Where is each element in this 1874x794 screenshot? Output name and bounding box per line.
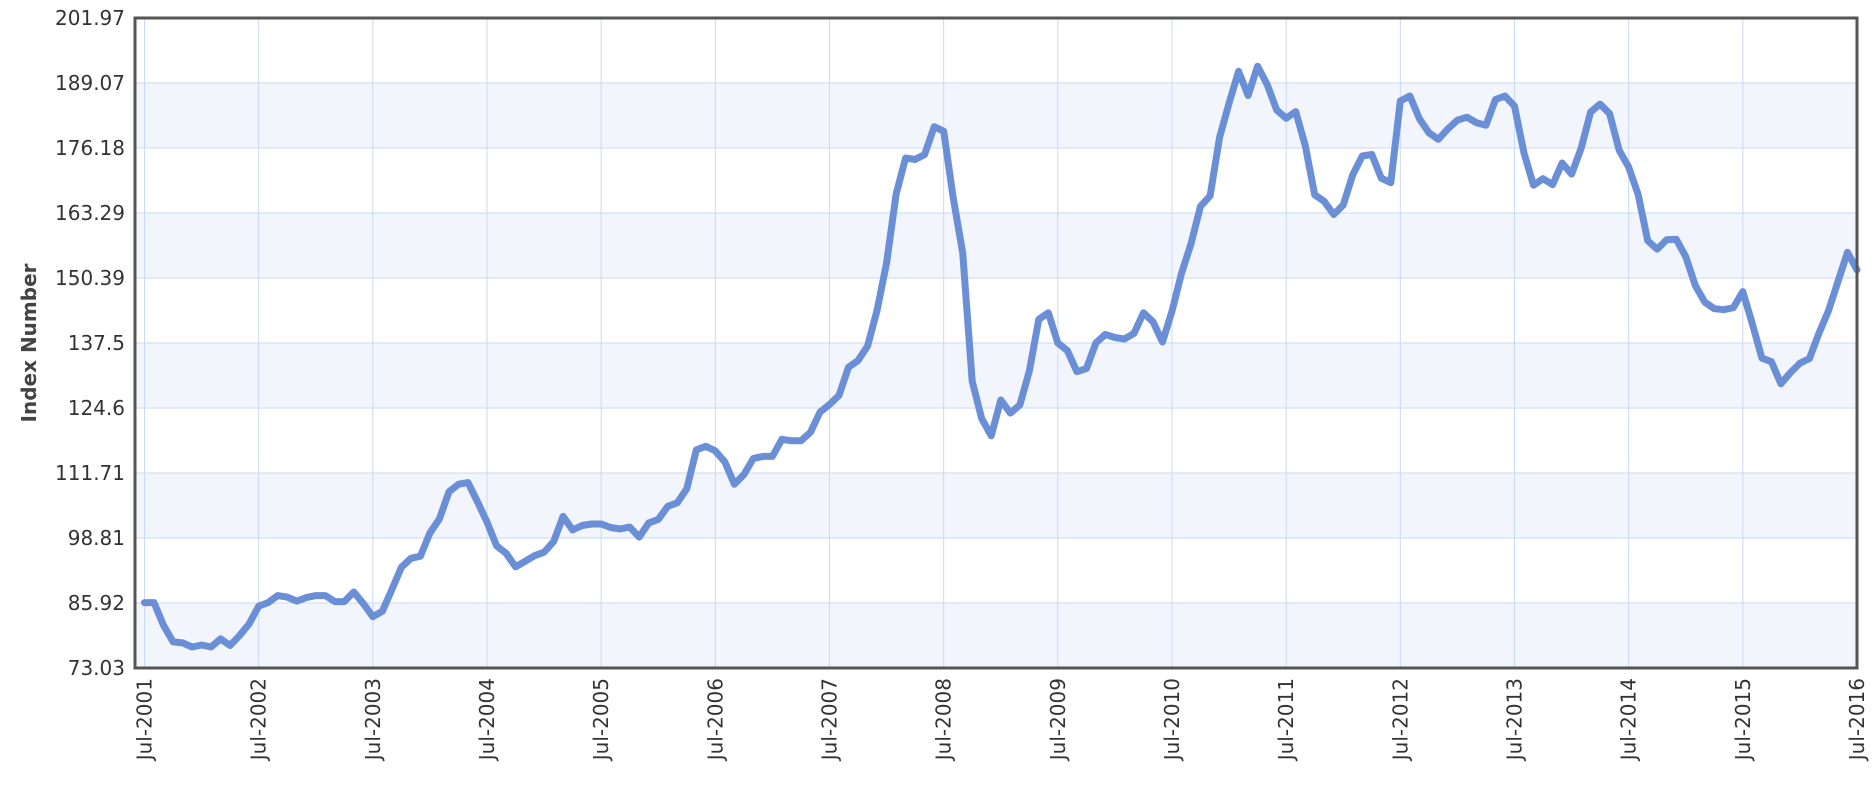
y-tick-label: 111.71 — [55, 461, 125, 485]
y-tick-label: 176.18 — [55, 136, 125, 160]
plot-band — [135, 83, 1857, 149]
y-tick-label: 150.39 — [55, 266, 125, 290]
y-tick-label: 201.97 — [55, 6, 125, 30]
x-tick-label: Jul-2003 — [361, 678, 385, 762]
plot-band — [135, 473, 1857, 539]
plot-frame — [133, 16, 1859, 670]
x-tick-label: Jul-2014 — [1617, 678, 1641, 762]
x-tick-label: Jul-2002 — [247, 678, 271, 762]
x-tick-label: Jul-2004 — [475, 678, 499, 762]
x-tick-label: Jul-2008 — [932, 678, 956, 762]
x-tick-label: Jul-2001 — [133, 678, 157, 762]
y-tick-label: 85.92 — [68, 591, 125, 615]
plot-band — [135, 212, 1857, 279]
y-tick-label: 73.03 — [68, 656, 125, 680]
y-axis-label: Index Number — [17, 263, 41, 422]
plot-band — [135, 603, 1857, 668]
x-axis-ticks: Jul-2001 Jul-2002 Jul-2003 Jul-2004 Jul-2005… — [133, 678, 1869, 762]
x-tick-label: Jul-2009 — [1046, 678, 1070, 762]
plot-band — [135, 343, 1857, 409]
x-tick-label: Jul-2012 — [1388, 678, 1412, 762]
x-tick-label: Jul-2013 — [1503, 678, 1527, 762]
x-tick-label: Jul-2010 — [1160, 678, 1184, 762]
x-tick-label: Jul-2015 — [1731, 678, 1755, 762]
x-tick-label: Jul-2006 — [703, 678, 727, 762]
y-tick-label: 137.5 — [68, 331, 125, 355]
y-axis-ticks: 73.03 85.92 98.81 111.71 124.6 137.5 150.39 163… — [55, 6, 125, 680]
series-line — [141, 62, 1861, 651]
x-tick-label: Jul-2005 — [589, 678, 613, 762]
x-tick-label: Jul-2016 — [1845, 678, 1869, 762]
y-tick-label: 124.6 — [68, 396, 125, 420]
y-tick-label: 98.81 — [68, 526, 125, 550]
y-tick-label: 189.07 — [55, 71, 125, 95]
y-tick-label: 163.29 — [55, 201, 125, 225]
x-tick-label: Jul-2007 — [818, 678, 842, 762]
series-group — [141, 62, 1861, 651]
x-tick-label: Jul-2011 — [1274, 678, 1298, 762]
